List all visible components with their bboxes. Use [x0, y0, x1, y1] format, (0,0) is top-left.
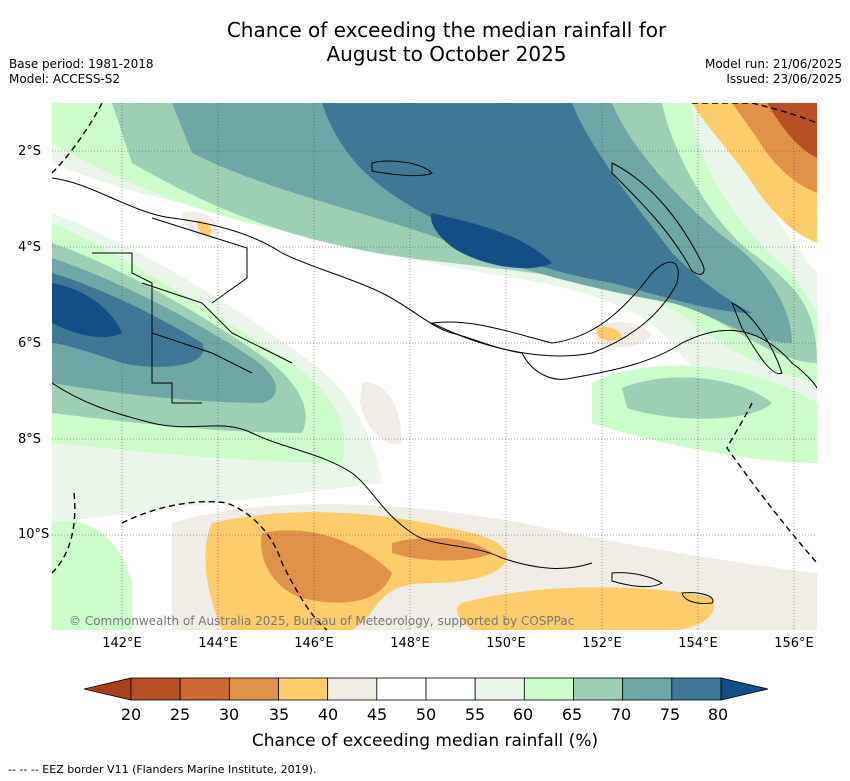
coastlines: [52, 160, 817, 604]
lon-label-156e: 156°E: [774, 636, 814, 651]
colorbar-tick-30: 30: [218, 705, 240, 724]
title-line-2: August to October 2025: [326, 42, 567, 66]
contour-65-sw: [52, 521, 132, 630]
border-west-3: [151, 332, 253, 374]
contour-max-west: [52, 283, 122, 338]
colorbar-tick-50: 50: [415, 705, 437, 724]
colorbar: [83, 675, 769, 703]
lon-label-150e: 150°E: [486, 636, 526, 651]
colorbar-cell: [376, 677, 427, 701]
eez-northeast: [692, 103, 817, 124]
lon-label-142e: 142°E: [102, 636, 142, 651]
colorbar-cell: [671, 677, 722, 701]
meta-right: Model run: 21/06/2025 Issued: 23/06/2025: [705, 57, 842, 87]
contour-70-east: [622, 377, 772, 419]
lat-label-8s: 8°S: [18, 432, 42, 447]
coast-manus: [371, 160, 433, 177]
rainfall-map: [52, 103, 817, 630]
colorbar-label: Chance of exceeding median rainfall (%): [251, 731, 599, 751]
contour-35-mid: [392, 537, 492, 561]
lon-label-146e: 146°E: [294, 636, 334, 651]
colorbar-tick-35: 35: [268, 705, 290, 724]
coast-bougainville: [731, 301, 783, 375]
eez-east: [726, 402, 817, 564]
province-borders: [92, 217, 293, 404]
coast-islands-se-2: [681, 592, 714, 604]
coast-new-ireland: [611, 162, 705, 275]
colorbar-cell: [425, 677, 476, 701]
colorbar-cell: [474, 677, 525, 701]
lat-label-6s: 6°S: [18, 336, 42, 351]
colorbar-svg: [83, 677, 769, 701]
contour-40-se: [456, 587, 714, 630]
colorbar-tick-25: 25: [169, 705, 191, 724]
border-west-2: [141, 282, 293, 364]
contour-35-south: [261, 530, 392, 603]
title-line-1: Chance of exceeding the median rainfall …: [226, 18, 667, 42]
lon-label-144e: 144°E: [198, 636, 238, 651]
colorbar-tick-70: 70: [610, 705, 632, 724]
lon-label-152e: 152°E: [582, 636, 622, 651]
contour-45-patch-2: [360, 382, 402, 444]
map-svg: [52, 103, 817, 630]
colorbar-cell: [573, 677, 624, 701]
contour-80-north: [322, 103, 752, 313]
model-name: Model: ACCESS-S2: [9, 72, 121, 86]
eez-legend-text: -- -- -- EEZ border V11 (Flanders Marine…: [8, 763, 317, 776]
eez-south-1: [121, 501, 328, 630]
chart-title: Chance of exceeding the median rainfall …: [0, 18, 850, 66]
contour-25-ne: [767, 103, 817, 158]
colorbar-cell: [130, 677, 181, 701]
coast-islands-se: [611, 572, 663, 588]
base-period: Base period: 1981-2018: [9, 57, 154, 71]
colorbar-arrow-low: [83, 677, 132, 701]
meta-left: Base period: 1981-2018 Model: ACCESS-S2: [9, 57, 154, 87]
coast-new-guinea-south: [52, 382, 593, 569]
colorbar-cell: [228, 677, 279, 701]
map-grid: [52, 103, 817, 630]
coast-new-britain: [430, 261, 679, 357]
copyright-text: © Commonwealth of Australia 2025, Bureau…: [69, 614, 575, 628]
colorbar-tick-65: 65: [561, 705, 583, 724]
colorbar-tick-75: 75: [659, 705, 681, 724]
eez-borders: [52, 103, 817, 630]
lon-label-148e: 148°E: [390, 636, 430, 651]
colorbar-cell: [278, 677, 329, 701]
border-north-1: [151, 217, 248, 304]
contour-80-west: [52, 273, 204, 367]
coast-new-guinea: [52, 177, 817, 389]
colorbar-tick-45: 45: [366, 705, 388, 724]
colorbar-cell: [179, 677, 230, 701]
colorbar-cell: [523, 677, 574, 701]
lon-label-154e: 154°E: [678, 636, 718, 651]
colorbar-tick-40: 40: [317, 705, 339, 724]
model-run: Model run: 21/06/2025: [704, 57, 842, 71]
eez-northwest: [52, 103, 103, 174]
lat-label-4s: 4°S: [18, 240, 42, 255]
colorbar-tick-80: 80: [707, 705, 729, 724]
lat-label-10s: 10°S: [18, 527, 50, 542]
colorbar-tick-55: 55: [464, 705, 486, 724]
colorbar-arrow-high: [720, 677, 769, 701]
eez-southwest: [52, 492, 76, 574]
colorbar-cells: [83, 677, 769, 701]
colorbar-tick-20: 20: [120, 705, 142, 724]
contour-max-north: [431, 213, 552, 269]
colorbar-cell: [622, 677, 673, 701]
colorbar-cell: [327, 677, 378, 701]
contour-40-patch-1: [597, 327, 622, 341]
colorbar-tick-60: 60: [512, 705, 534, 724]
lat-label-2s: 2°S: [18, 144, 42, 159]
issued-date: Issued: 23/06/2025: [726, 72, 842, 86]
